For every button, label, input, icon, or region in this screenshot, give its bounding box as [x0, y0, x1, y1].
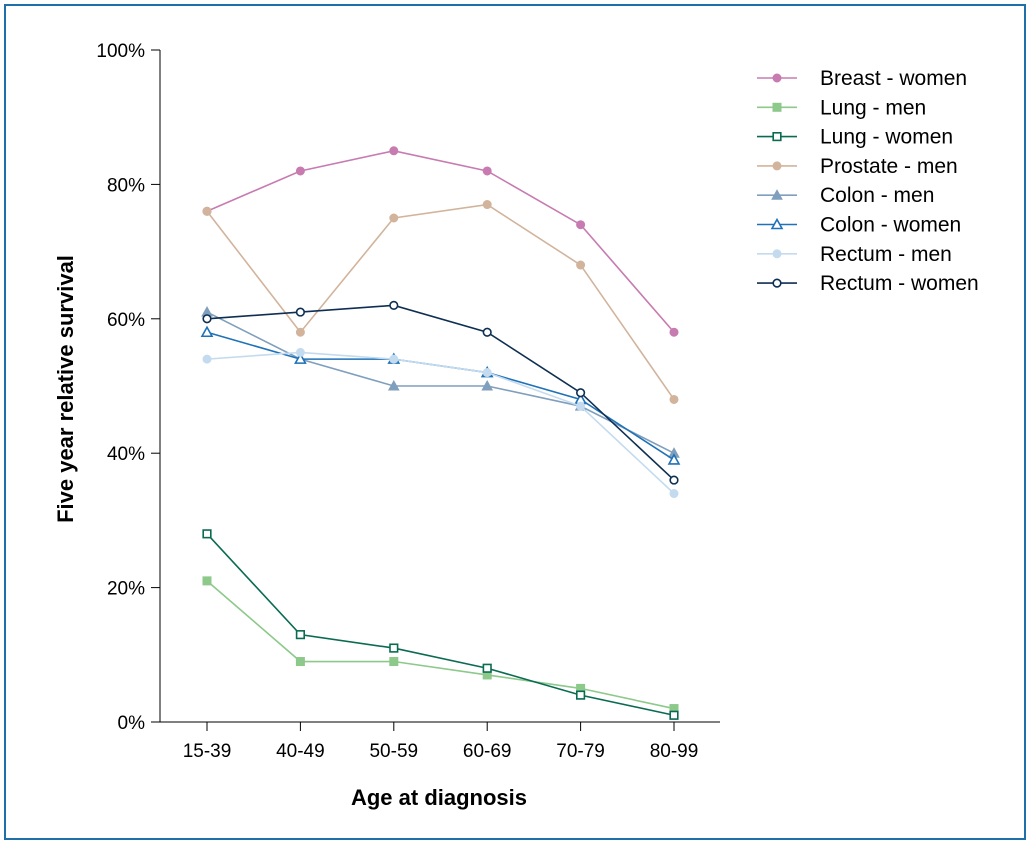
data-point-rectum-women: [482, 327, 492, 337]
legend-item-rectum-women: Rectum - women: [757, 272, 979, 295]
series-lung-women: [202, 529, 679, 720]
data-point-lung-women: [202, 529, 212, 539]
y-tick-label: 0%: [118, 713, 146, 734]
x-tick-label: 70-79: [556, 741, 605, 762]
data-point-colon-women: [200, 325, 214, 338]
data-point-prostate-men: [389, 213, 399, 223]
data-point-breast-women: [669, 327, 679, 337]
data-point-rectum-men: [669, 489, 679, 499]
legend-swatch-marker: [772, 132, 782, 142]
series-line-rectum-men: [206, 351, 675, 495]
data-point-rectum-men: [295, 347, 305, 357]
x-tick-label: 15-39: [183, 741, 232, 762]
data-point-breast-women: [295, 166, 305, 176]
data-point-prostate-men: [576, 260, 586, 270]
legend-item-lung-women: Lung - women: [757, 126, 953, 149]
legend-item-lung-men: Lung - men: [757, 96, 926, 119]
y-tick-label: 100%: [96, 41, 145, 62]
y-tick-label: 40%: [107, 444, 145, 465]
legend-item-breast-women: Breast - women: [757, 67, 967, 90]
data-point-lung-men: [389, 657, 399, 667]
legend-label: Lung - women: [820, 126, 953, 149]
data-point-colon-women: [667, 453, 681, 465]
data-point-breast-women: [389, 146, 399, 156]
data-point-prostate-men: [295, 327, 305, 337]
series-rectum-women: [202, 300, 679, 485]
y-axis-title: Five year relative survival: [53, 255, 78, 523]
legend-label: Breast - women: [820, 67, 967, 90]
legend-swatch-marker: [772, 278, 782, 288]
series-lung-men: [202, 576, 679, 714]
legend-item-colon-women: Colon - women: [757, 214, 961, 237]
data-point-breast-women: [576, 220, 586, 230]
legend-label: Colon - women: [820, 214, 961, 237]
legend-swatch-marker: [772, 161, 782, 171]
legend-swatch-marker: [772, 249, 782, 259]
legend-label: Rectum - men: [820, 243, 952, 266]
chart-frame: [4, 4, 1026, 840]
y-ticks: 0% 20% 40% 60% 80% 100%: [96, 41, 160, 734]
data-point-prostate-men: [482, 200, 492, 210]
legend: Breast - women Lung - men Lung - women Pros…: [757, 67, 979, 295]
series-line-colon-women: [206, 331, 675, 461]
data-point-prostate-men: [669, 394, 679, 404]
x-axis-title: Age at diagnosis: [351, 785, 527, 810]
y-tick-label: 60%: [107, 310, 145, 331]
series-line-colon-men: [206, 311, 675, 454]
series-colon-women: [200, 325, 681, 465]
data-point-rectum-men: [389, 354, 399, 364]
series-line-lung-men: [206, 580, 675, 710]
legend-swatch-marker: [771, 189, 783, 200]
legend-swatch-marker: [772, 102, 782, 112]
data-point-rectum-men: [482, 368, 492, 378]
data-point-rectum-women: [575, 388, 586, 398]
axes: [159, 50, 720, 723]
series-colon-men: [201, 306, 680, 458]
series-breast-women: [202, 146, 679, 337]
data-point-lung-women: [295, 630, 306, 640]
x-tick-label: 60-69: [463, 741, 512, 762]
legend-swatch-marker: [772, 73, 782, 83]
series-line-prostate-men: [206, 203, 675, 400]
series-prostate-men: [202, 200, 679, 404]
x-tick-label: 80-99: [650, 741, 699, 762]
data-point-rectum-women: [295, 307, 306, 317]
data-point-rectum-men: [202, 354, 212, 364]
data-point-lung-women: [669, 710, 679, 720]
data-point-rectum-women: [389, 300, 399, 310]
data-point-colon-women: [294, 352, 307, 364]
legend-swatch-marker: [770, 217, 784, 230]
data-point-lung-women: [389, 643, 399, 653]
series-line-rectum-women: [206, 304, 675, 481]
series-layer: [200, 146, 681, 720]
data-point-lung-women: [575, 690, 586, 700]
y-tick-label: 80%: [107, 175, 145, 196]
data-point-lung-women: [482, 663, 492, 673]
data-point-colon-men: [387, 379, 400, 391]
legend-label: Colon - men: [820, 184, 934, 207]
data-point-rectum-men: [576, 401, 586, 411]
series-line-lung-women: [206, 533, 675, 717]
x-tick-label: 50-59: [369, 741, 418, 762]
legend-item-prostate-men: Prostate - men: [757, 155, 958, 178]
legend-label: Lung - men: [820, 96, 926, 119]
x-ticks: 15-39 40-49 50-59 60-69 70-79 80-99: [183, 722, 699, 762]
y-tick-label: 20%: [107, 579, 145, 600]
data-point-colon-men: [481, 379, 494, 391]
data-point-lung-men: [202, 576, 212, 586]
series-rectum-men: [202, 347, 679, 499]
data-point-prostate-men: [202, 206, 212, 216]
legend-item-rectum-men: Rectum - men: [757, 243, 952, 266]
data-point-breast-women: [482, 166, 492, 176]
legend-item-colon-men: Colon - men: [757, 184, 934, 207]
data-point-rectum-women: [669, 475, 679, 485]
legend-label: Prostate - men: [820, 155, 958, 178]
data-point-rectum-women: [202, 314, 212, 324]
data-point-lung-men: [295, 657, 305, 667]
legend-label: Rectum - women: [820, 272, 979, 295]
x-tick-label: 40-49: [276, 741, 325, 762]
series-line-breast-women: [206, 149, 675, 333]
